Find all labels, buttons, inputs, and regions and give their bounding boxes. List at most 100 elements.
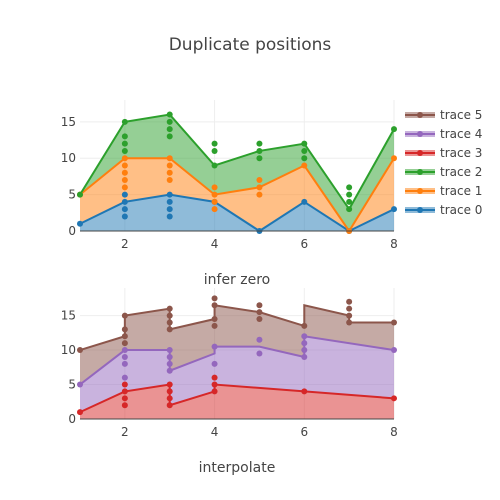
point-trace-3[interactable] [211, 374, 218, 381]
point-trace-2[interactable] [256, 155, 263, 162]
legend-item-trace-2[interactable]: trace 2 [405, 165, 482, 179]
point-trace-3[interactable] [166, 395, 173, 402]
point-trace-1[interactable] [121, 155, 128, 162]
point-trace-2[interactable] [166, 133, 173, 140]
point-trace-4[interactable] [211, 343, 218, 350]
point-trace-4[interactable] [121, 353, 128, 360]
point-trace-1[interactable] [211, 191, 218, 198]
point-trace-2[interactable] [121, 133, 128, 140]
point-trace-4[interactable] [166, 360, 173, 367]
point-trace-4[interactable] [121, 360, 128, 367]
point-trace-1[interactable] [256, 184, 263, 191]
point-trace-4[interactable] [121, 347, 128, 354]
point-trace-4[interactable] [301, 333, 308, 340]
point-trace-1[interactable] [121, 162, 128, 169]
point-trace-5[interactable] [211, 316, 218, 323]
point-trace-1[interactable] [211, 198, 218, 205]
point-trace-1[interactable] [301, 162, 308, 169]
point-trace-2[interactable] [346, 206, 353, 213]
point-trace-4[interactable] [166, 353, 173, 360]
point-trace-4[interactable] [391, 347, 397, 354]
point-trace-2[interactable] [256, 147, 263, 154]
point-trace-2[interactable] [346, 184, 353, 191]
point-trace-2[interactable] [166, 126, 173, 133]
point-trace-2[interactable] [301, 140, 308, 147]
point-trace-2[interactable] [121, 118, 128, 125]
point-trace-4[interactable] [166, 347, 173, 354]
point-trace-5[interactable] [301, 322, 308, 329]
point-trace-2[interactable] [121, 140, 128, 147]
point-trace-2[interactable] [211, 140, 218, 147]
point-trace-4[interactable] [121, 374, 128, 381]
point-trace-5[interactable] [121, 340, 128, 347]
point-trace-4[interactable] [256, 336, 263, 343]
point-trace-1[interactable] [121, 169, 128, 176]
point-trace-5[interactable] [346, 305, 353, 312]
point-trace-0[interactable] [121, 191, 128, 198]
point-trace-1[interactable] [166, 169, 173, 176]
point-trace-2[interactable] [301, 155, 308, 162]
point-trace-0[interactable] [166, 198, 173, 205]
point-trace-5[interactable] [256, 302, 263, 309]
point-trace-3[interactable] [166, 381, 173, 388]
legend-item-trace-1[interactable]: trace 1 [405, 184, 482, 198]
point-trace-4[interactable] [301, 347, 308, 354]
point-trace-3[interactable] [166, 388, 173, 395]
point-trace-3[interactable] [301, 388, 308, 395]
point-trace-2[interactable] [346, 198, 353, 205]
point-trace-3[interactable] [121, 395, 128, 402]
legend-item-trace-4[interactable]: trace 4 [405, 127, 482, 141]
point-trace-5[interactable] [256, 316, 263, 323]
point-trace-1[interactable] [256, 177, 263, 184]
point-trace-2[interactable] [301, 147, 308, 154]
point-trace-4[interactable] [77, 381, 83, 388]
point-trace-0[interactable] [166, 213, 173, 220]
point-trace-5[interactable] [121, 326, 128, 333]
point-trace-5[interactable] [166, 319, 173, 326]
point-trace-1[interactable] [166, 162, 173, 169]
point-trace-5[interactable] [391, 319, 397, 326]
point-trace-0[interactable] [77, 220, 83, 227]
point-trace-1[interactable] [121, 184, 128, 191]
point-trace-5[interactable] [166, 312, 173, 319]
point-trace-5[interactable] [346, 312, 353, 319]
point-trace-5[interactable] [166, 326, 173, 333]
legend-item-trace-0[interactable]: trace 0 [405, 203, 482, 217]
point-trace-3[interactable] [211, 388, 218, 395]
point-trace-1[interactable] [391, 155, 397, 162]
point-trace-3[interactable] [211, 381, 218, 388]
point-trace-3[interactable] [121, 381, 128, 388]
point-trace-1[interactable] [211, 184, 218, 191]
point-trace-4[interactable] [166, 367, 173, 374]
point-trace-5[interactable] [121, 312, 128, 319]
point-trace-3[interactable] [391, 395, 397, 402]
legend[interactable]: trace 5 trace 4 trace 3 trace 2 trace 1 trace… [405, 108, 482, 217]
point-trace-1[interactable] [166, 177, 173, 184]
point-trace-0[interactable] [301, 198, 308, 205]
point-trace-0[interactable] [166, 206, 173, 213]
legend-item-trace-5[interactable]: trace 5 [405, 108, 482, 122]
point-trace-1[interactable] [211, 206, 218, 213]
point-trace-0[interactable] [121, 213, 128, 220]
legend-item-trace-3[interactable]: trace 3 [405, 146, 482, 160]
point-trace-5[interactable] [166, 305, 173, 312]
point-trace-3[interactable] [121, 402, 128, 409]
point-trace-3[interactable] [121, 388, 128, 395]
point-trace-2[interactable] [166, 111, 173, 118]
point-trace-0[interactable] [121, 206, 128, 213]
point-trace-2[interactable] [166, 118, 173, 125]
point-trace-2[interactable] [211, 162, 218, 169]
point-trace-5[interactable] [211, 302, 218, 309]
point-trace-2[interactable] [391, 126, 397, 133]
point-trace-1[interactable] [256, 191, 263, 198]
point-trace-1[interactable] [121, 177, 128, 184]
point-trace-4[interactable] [256, 350, 263, 357]
point-trace-2[interactable] [346, 191, 353, 198]
point-trace-2[interactable] [211, 147, 218, 154]
point-trace-4[interactable] [211, 360, 218, 367]
point-trace-2[interactable] [121, 147, 128, 154]
point-trace-0[interactable] [391, 206, 397, 213]
point-trace-4[interactable] [301, 340, 308, 347]
point-trace-2[interactable] [77, 191, 83, 198]
point-trace-5[interactable] [121, 333, 128, 340]
